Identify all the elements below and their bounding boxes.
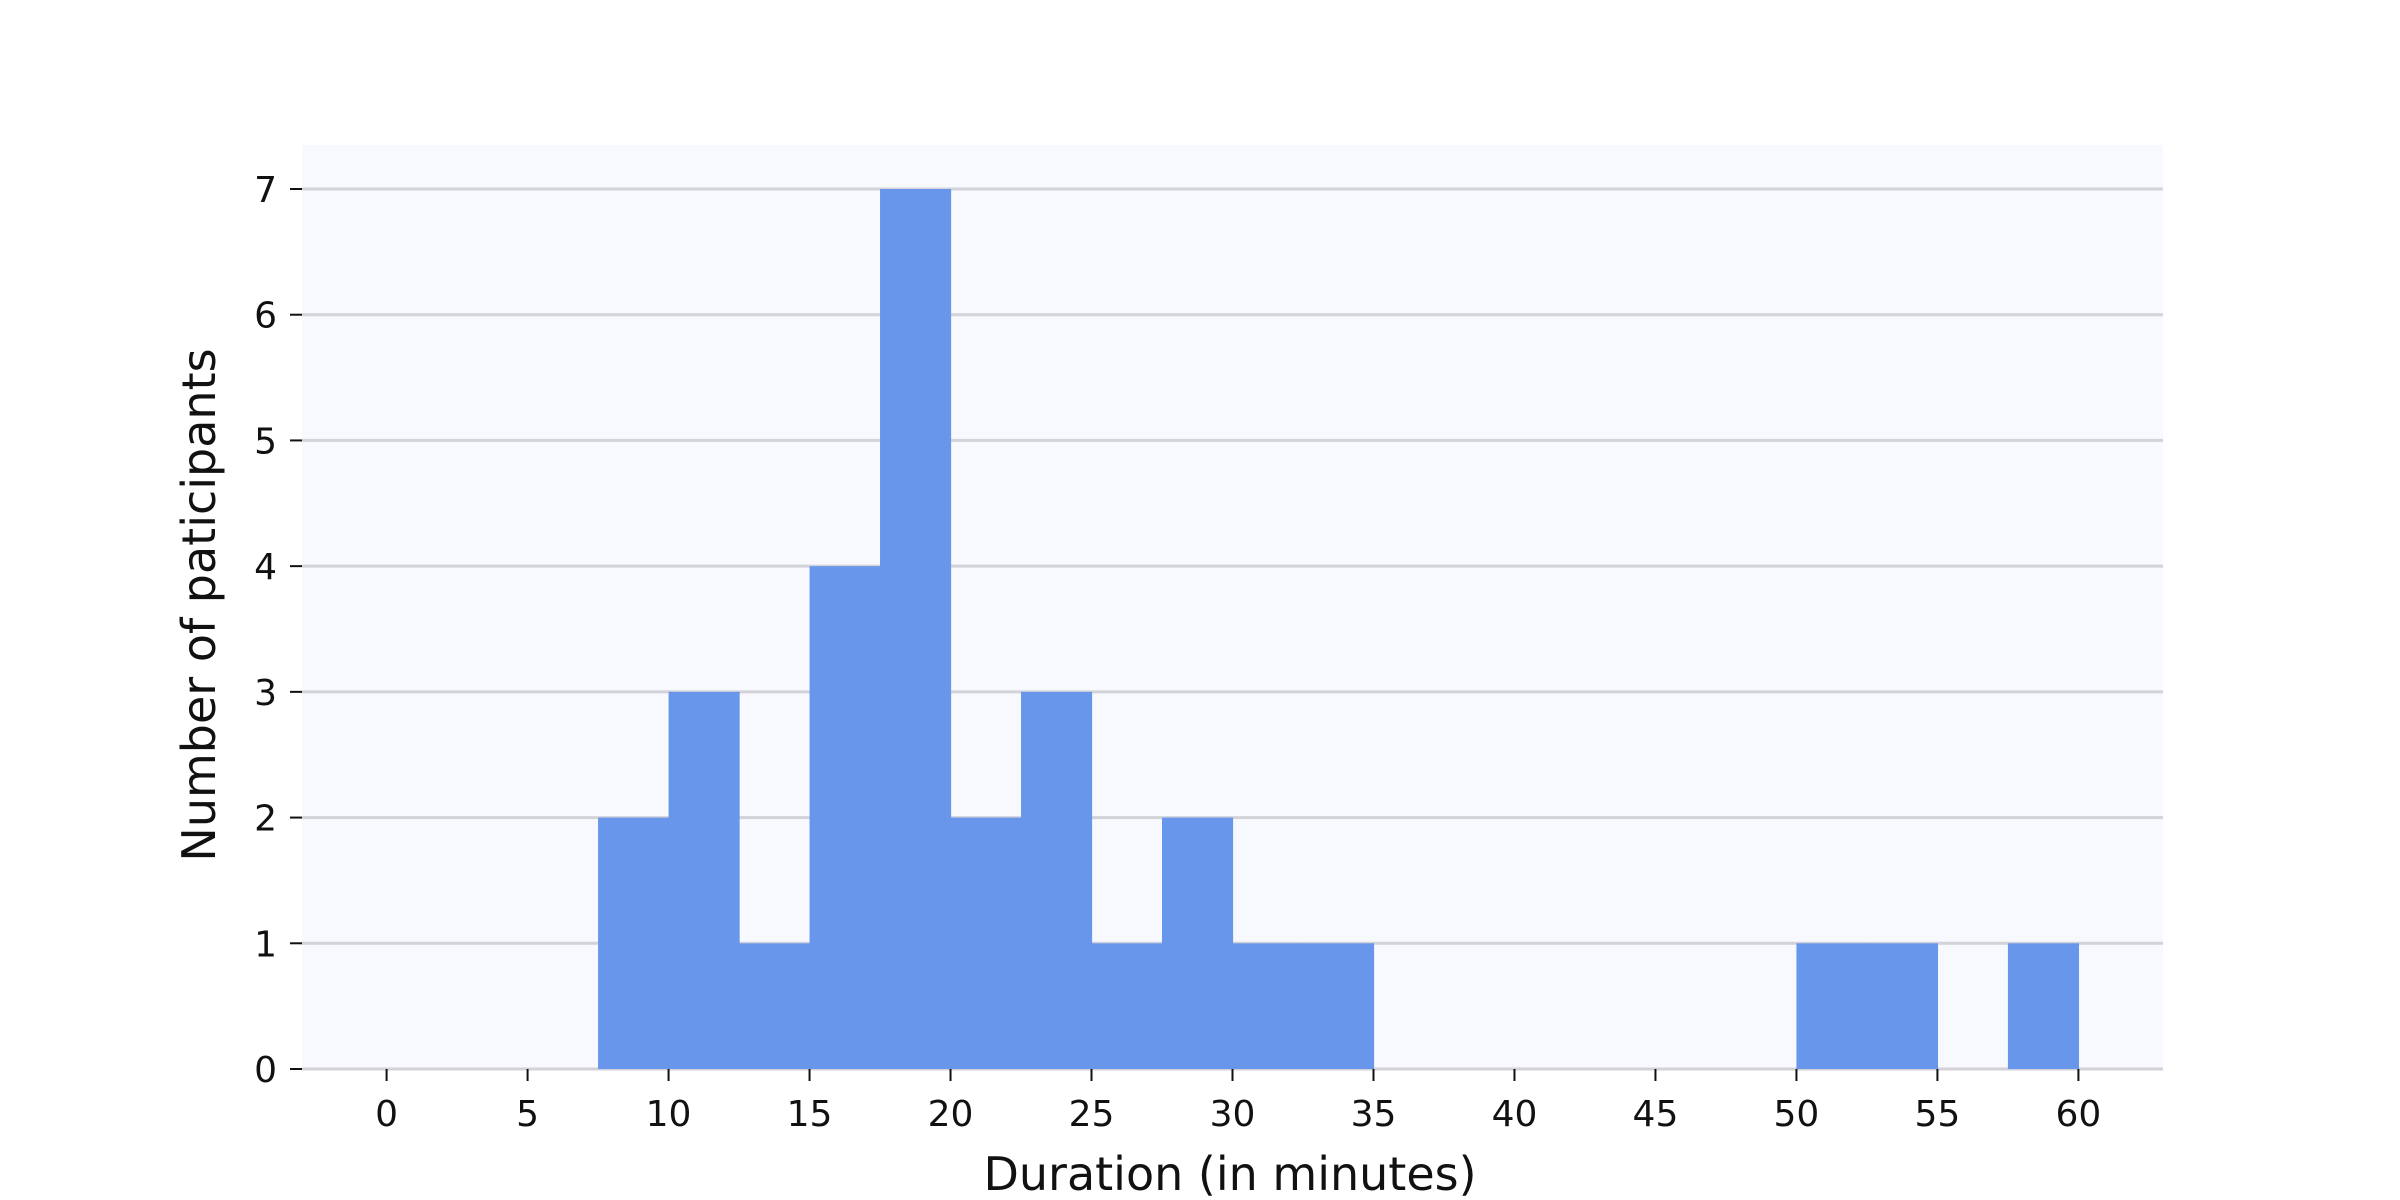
y-tick-label: 5 [254, 421, 277, 462]
y-tick-label: 6 [254, 296, 277, 337]
x-tick-label: 0 [375, 1094, 398, 1135]
histogram-bars [598, 189, 2080, 1069]
y-axis-ticks: 0 1 2 3 4 5 6 7 [254, 170, 302, 1091]
histogram-bar [1796, 943, 1868, 1069]
x-tick-label: 35 [1351, 1094, 1397, 1135]
histogram-bar [598, 817, 670, 1069]
x-tick-label: 5 [516, 1094, 539, 1135]
x-tick-label: 45 [1633, 1094, 1679, 1135]
histogram-bar [1232, 943, 1304, 1069]
x-tick-label: 30 [1210, 1094, 1256, 1135]
histogram-bar [809, 566, 881, 1069]
x-tick-label: 15 [787, 1094, 833, 1135]
x-axis-ticks: 0 5 10 15 20 25 30 35 40 45 50 55 60 [375, 1069, 2101, 1135]
histogram-bar [880, 189, 952, 1069]
x-tick-label: 55 [1915, 1094, 1961, 1135]
y-tick-label: 4 [254, 547, 277, 588]
x-tick-label: 25 [1069, 1094, 1115, 1135]
histogram-bar [1162, 817, 1234, 1069]
histogram-bar [2007, 943, 2080, 1069]
x-tick-label: 50 [1774, 1094, 1820, 1135]
x-tick-label: 10 [646, 1094, 692, 1135]
y-tick-label: 0 [254, 1050, 277, 1091]
x-tick-label: 40 [1492, 1094, 1538, 1135]
x-tick-label: 60 [2056, 1094, 2102, 1135]
y-tick-label: 7 [254, 170, 277, 211]
histogram-bar [1021, 691, 1093, 1069]
y-axis-label: Number of paticipants [172, 348, 226, 861]
y-tick-label: 1 [254, 924, 277, 965]
x-tick-label: 20 [928, 1094, 974, 1135]
histogram-bar [1091, 943, 1163, 1069]
histogram-bar [668, 691, 740, 1069]
histogram-bar [950, 817, 1022, 1069]
histogram-bar [1866, 943, 1939, 1069]
histogram-bar [1302, 943, 1375, 1069]
x-axis-label: Duration (in minutes) [983, 1147, 1476, 1200]
y-tick-label: 3 [254, 673, 277, 714]
histogram-bar [739, 943, 811, 1069]
y-tick-label: 2 [254, 799, 277, 840]
